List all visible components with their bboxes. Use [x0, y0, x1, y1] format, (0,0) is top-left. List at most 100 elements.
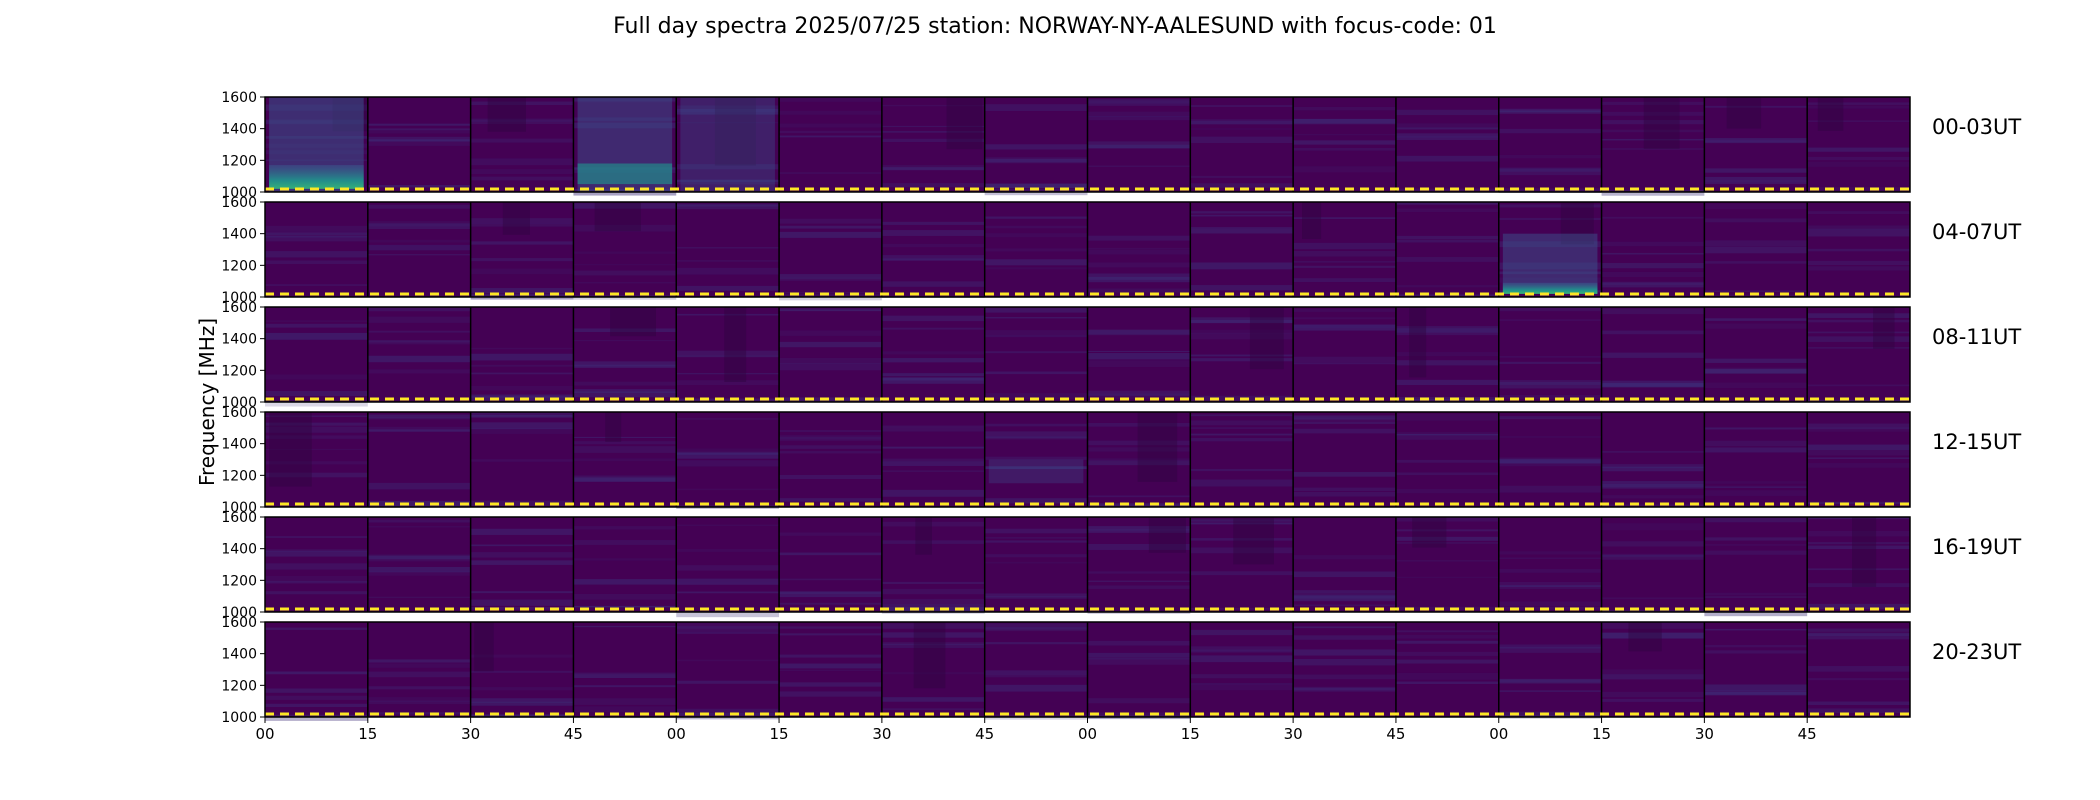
y-axis-label: Frequency [MHz]: [195, 318, 219, 486]
noise-band: [676, 122, 780, 124]
noise-band: [1190, 547, 1294, 554]
noise-band: [1807, 708, 1910, 713]
dip-patch: [269, 412, 312, 487]
noise-band: [984, 498, 1088, 504]
noise-band: [265, 550, 368, 557]
spectrum-panel: [1087, 517, 1191, 614]
noise-band: [1395, 360, 1499, 366]
noise-band: [367, 204, 471, 209]
x-tick-label: 15: [358, 725, 377, 743]
noise-band: [676, 380, 780, 385]
noise-band: [1601, 308, 1705, 315]
noise-band: [573, 203, 677, 209]
noise-band: [1498, 307, 1602, 312]
noise-band: [676, 373, 780, 375]
noise-band: [1190, 175, 1294, 178]
noise-band: [881, 104, 985, 107]
noise-band: [1498, 417, 1602, 420]
noise-band: [367, 426, 471, 432]
noise-band: [1087, 495, 1191, 498]
noise-band: [470, 223, 574, 227]
noise-band: [367, 340, 471, 343]
noise-band: [779, 445, 882, 449]
noise-band: [367, 686, 471, 690]
noise-band: [265, 580, 368, 584]
spectrum-panel: [1704, 97, 1808, 192]
noise-band: [881, 138, 985, 143]
noise-band: [1190, 427, 1294, 430]
spectrum-panel: [367, 412, 471, 508]
spectra-rows: 1600 1400 1200 1000 00-03UT 1600 1400 1200 1000 0…: [221, 90, 2021, 726]
noise-band: [779, 578, 882, 581]
noise-band: [367, 128, 471, 131]
noise-band: [881, 230, 985, 236]
noise-band: [779, 110, 882, 115]
noise-band: [573, 606, 677, 608]
noise-band: [1190, 136, 1294, 143]
noise-band: [470, 347, 574, 350]
noise-band: [1190, 317, 1294, 323]
noise-band: [265, 233, 368, 235]
spectrum-panel: [676, 412, 780, 509]
noise-band: [1293, 140, 1396, 145]
noise-band: [265, 435, 368, 439]
spectrum-panel: [1601, 97, 1705, 196]
row-frame: [264, 306, 1911, 403]
noise-band: [1395, 235, 1499, 240]
noise-band: [265, 225, 368, 232]
noise-band: [1087, 350, 1191, 353]
noise-band: [1395, 433, 1499, 435]
noise-band: [470, 372, 574, 375]
spectrum-panel: [1395, 412, 1499, 507]
noise-band: [1601, 464, 1705, 469]
noise-band: [984, 217, 1088, 219]
noise-band: [1704, 517, 1808, 523]
x-tick-label: 30: [1284, 725, 1303, 743]
noise-band: [470, 101, 574, 106]
noise-band: [1395, 634, 1499, 639]
noise-band: [676, 267, 780, 275]
noise-band: [265, 448, 368, 450]
noise-band: [367, 355, 471, 363]
spectrum-panel: [1190, 202, 1294, 297]
noise-band: [1498, 715, 1602, 718]
noise-band: [1087, 165, 1191, 167]
spectrum-panel: [676, 622, 780, 720]
noise-band: [1190, 285, 1294, 291]
noise-band: [573, 477, 677, 483]
noise-band: [779, 123, 882, 128]
spectrum-panel: [1704, 517, 1808, 617]
noise-band: [1704, 180, 1808, 183]
noise-band: [779, 97, 882, 102]
spectrum-panel: [470, 622, 574, 718]
spectrum-panel: [470, 307, 574, 402]
dip-patch: [1412, 517, 1447, 548]
noise-band: [881, 165, 985, 170]
noise-band: [573, 441, 677, 445]
noise-band: [573, 264, 677, 266]
noise-band: [779, 552, 882, 556]
spectra-row: 1600 1400 1200 1000 04-07UT: [221, 195, 2021, 306]
noise-band: [1190, 183, 1294, 188]
x-axis: 00 15 30 45 00 15 30 45 00 15 30 45 00 15 30 45: [255, 717, 1817, 743]
noise-band: [1087, 249, 1191, 255]
noise-band: [676, 418, 780, 420]
y-tick-label: 1000: [221, 500, 257, 516]
noise-band: [1087, 100, 1191, 104]
noise-band: [367, 307, 471, 312]
spectrum-panel: [470, 412, 574, 507]
noise-band: [1293, 260, 1396, 263]
spectrum-panel: [573, 202, 677, 300]
noise-band: [881, 697, 985, 702]
noise-band: [881, 521, 985, 527]
noise-band: [676, 105, 780, 113]
noise-band: [1601, 698, 1705, 702]
dip-patch: [724, 307, 747, 382]
dip-patch: [714, 97, 756, 166]
spectrum-panel: [1087, 307, 1191, 402]
spectrum-panel: [779, 517, 882, 612]
noise-band: [367, 519, 471, 523]
noise-band: [1498, 679, 1602, 684]
noise-band: [779, 663, 882, 669]
